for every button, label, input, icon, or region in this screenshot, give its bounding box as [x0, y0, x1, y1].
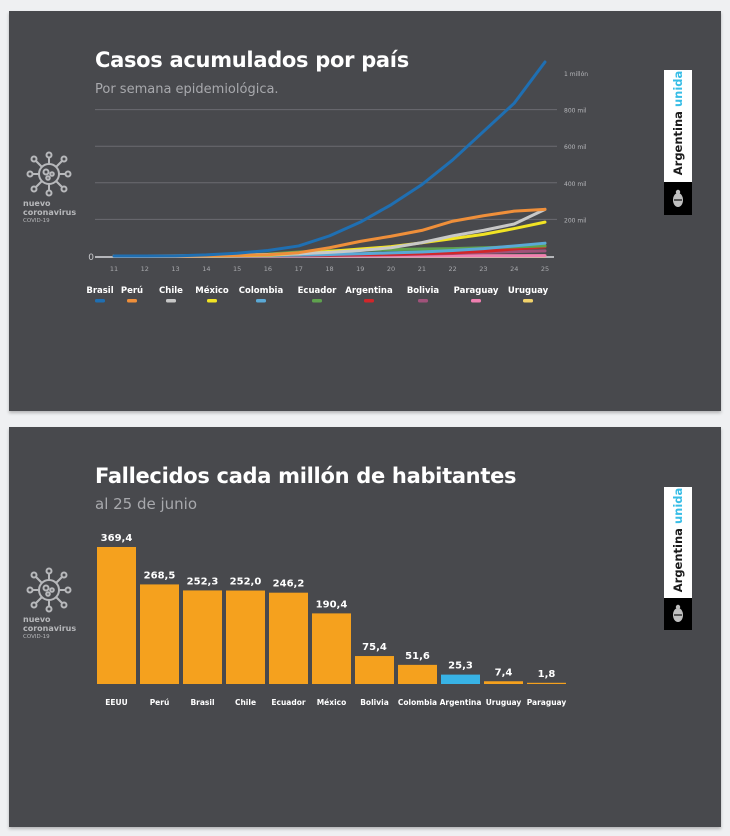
category-label: Paraguay [527, 698, 567, 707]
line-chart: 0 200 mil 400 mil 600 mil 800 mil 1 millón 11 1… [86, 60, 588, 303]
x-tick-label: 21 [418, 265, 426, 273]
logo-line-3: COVID-19 [23, 634, 50, 640]
x-tick-label: 18 [325, 265, 333, 273]
x-tick-label: 16 [264, 265, 272, 273]
bar-brasil [183, 590, 222, 684]
x-tick-label: 24 [510, 265, 518, 273]
bar-paraguay [527, 682, 566, 684]
legend-swatch [95, 299, 105, 303]
category-label: EEUU [105, 698, 127, 707]
bar-bolivia [355, 656, 394, 684]
legend-label: Ecuador [298, 286, 338, 296]
chart-subtitle: Por semana epidemiológica. [95, 82, 279, 97]
legend-swatch [256, 299, 266, 303]
legend-label: Chile [159, 286, 183, 296]
legend-swatch [471, 299, 481, 303]
value-label: 246,2 [273, 579, 305, 590]
value-label: 1,8 [538, 669, 556, 680]
x-tick-label: 19 [356, 265, 364, 273]
bar-eeuu [97, 547, 136, 684]
x-tick-label: 17 [295, 265, 303, 273]
y-tick-label: 1 millón [564, 71, 588, 78]
category-label: Argentina [440, 698, 482, 707]
category-label: Uruguay [486, 698, 522, 707]
bar-uruguay [484, 681, 523, 684]
legend-label: Paraguay [454, 286, 499, 296]
category-label: Perú [150, 698, 170, 707]
legend-swatch [418, 299, 428, 303]
logo-line-3: COVID-19 [23, 218, 50, 224]
series-line-brasil [112, 60, 547, 258]
bar-chile [226, 590, 265, 684]
value-label: 252,0 [230, 577, 262, 588]
value-label: 268,5 [144, 570, 176, 581]
y-tick-label: 200 mil [564, 217, 587, 224]
value-label: 369,4 [101, 533, 133, 544]
legend-label: Bolivia [407, 286, 440, 296]
coat-of-arms-icon [664, 182, 692, 215]
category-label: Chile [235, 698, 256, 707]
virus-icon [26, 151, 72, 197]
coronavirus-logo: nuevo coronavirus COVID-19 [23, 151, 99, 226]
y-tick-label: 600 mil [564, 144, 587, 151]
value-label: 25,3 [448, 661, 473, 672]
bar-perú [140, 584, 179, 684]
legend-label: México [195, 285, 229, 296]
bar-méxico [312, 613, 351, 684]
category-label: Colombia [398, 698, 437, 707]
chart-subtitle: al 25 de junio [95, 495, 198, 513]
legend-label: Brasil [86, 286, 113, 296]
logo-line-2: coronavirus [23, 208, 77, 217]
legend-swatch [207, 299, 217, 303]
x-tick-label: 11 [110, 265, 118, 273]
x-tick-label: 15 [233, 265, 241, 273]
logo-line-1: nuevo [23, 615, 51, 624]
x-tick-label: 22 [449, 265, 457, 273]
legend-label: Colombia [239, 286, 284, 296]
category-label: Ecuador [271, 698, 305, 707]
category-label: Bolivia [360, 698, 389, 707]
coat-of-arms-icon [664, 598, 692, 630]
y-tick-label: 800 mil [564, 108, 587, 115]
legend-swatch [312, 299, 322, 303]
x-tick-label: 12 [141, 265, 149, 273]
legend-swatch [127, 299, 137, 303]
x-tick-label: 20 [387, 265, 395, 273]
value-label: 7,4 [495, 667, 513, 678]
virus-icon [26, 567, 72, 613]
x-tick-label: 23 [479, 265, 487, 273]
deaths-chart-panel: Fallecidos cada millón de habitantes al … [9, 427, 721, 827]
cases-chart-panel: Casos acumulados por país Por semana epi… [9, 11, 721, 411]
argentina-unida-brand: Argentina unida [664, 487, 692, 630]
bar-argentina [441, 674, 480, 684]
x-tick-label: 14 [202, 265, 210, 273]
value-label: 51,6 [405, 651, 430, 662]
chart-title: Fallecidos cada millón de habitantes [95, 464, 517, 488]
argentina-unida-brand: Argentina unida [664, 70, 692, 215]
legend-label: Perú [121, 286, 143, 296]
category-label: México [317, 698, 347, 707]
x-tick-label: 25 [541, 265, 549, 273]
value-label: 252,3 [187, 576, 219, 587]
x-tick-label: 13 [171, 265, 179, 273]
coronavirus-logo: nuevo coronavirus COVID-19 [23, 567, 99, 642]
legend-swatch [364, 299, 374, 303]
logo-line-1: nuevo [23, 199, 51, 208]
bar-chart: 369,4 EEUU 268,5 Perú 252,3 Brasil 252,0 Chile 2… [97, 533, 567, 707]
value-label: 190,4 [316, 599, 348, 610]
bar-ecuador [269, 592, 308, 684]
chart-title: Casos acumulados por país [95, 48, 409, 72]
legend-swatch [523, 299, 533, 303]
y-tick-label: 0 [88, 253, 94, 263]
logo-line-2: coronavirus [23, 624, 77, 633]
bar-colombia [398, 664, 437, 684]
legend-label: Uruguay [508, 286, 549, 296]
value-label: 75,4 [362, 642, 387, 653]
y-tick-label: 400 mil [564, 181, 587, 188]
category-label: Brasil [190, 698, 214, 707]
legend-swatch [166, 299, 176, 303]
legend-label: Argentina [345, 286, 393, 296]
